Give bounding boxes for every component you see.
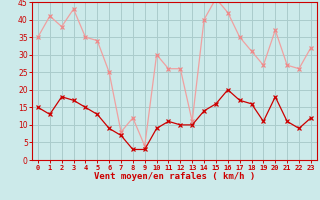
X-axis label: Vent moyen/en rafales ( km/h ): Vent moyen/en rafales ( km/h ) [94, 172, 255, 181]
